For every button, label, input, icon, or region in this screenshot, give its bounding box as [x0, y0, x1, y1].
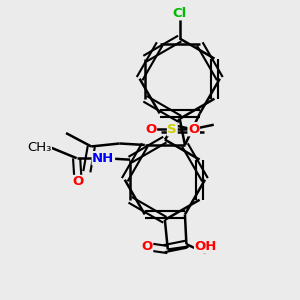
Text: CH₃: CH₃ — [27, 141, 51, 154]
Text: S: S — [167, 123, 177, 136]
Text: OH: OH — [195, 240, 217, 253]
Text: NH: NH — [92, 152, 115, 165]
Text: O: O — [141, 240, 153, 253]
Text: O: O — [73, 176, 84, 188]
Text: O: O — [145, 123, 157, 136]
Text: Cl: Cl — [172, 7, 187, 20]
Text: O: O — [188, 123, 199, 136]
